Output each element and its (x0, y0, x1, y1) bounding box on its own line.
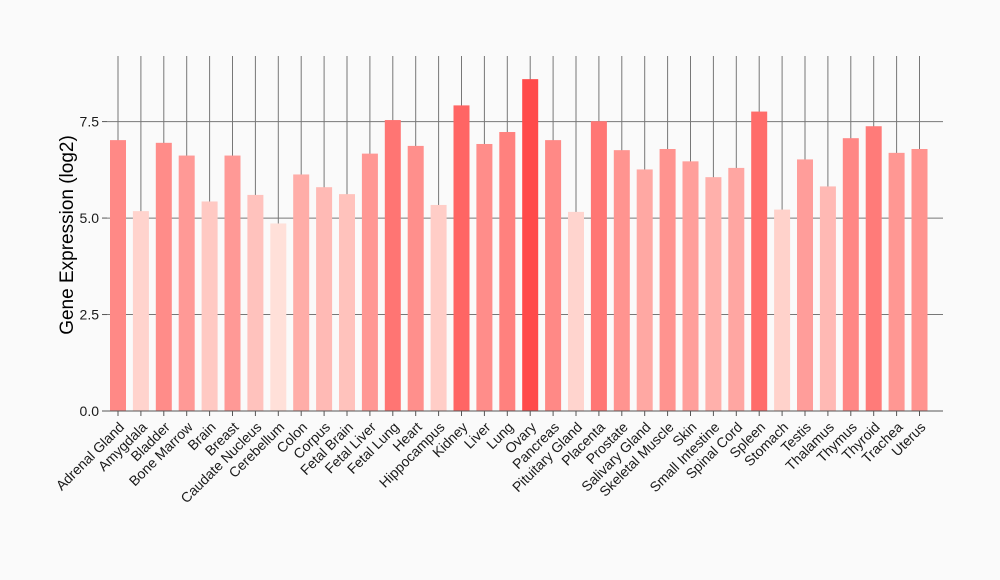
bar (178, 155, 195, 411)
bar (155, 142, 172, 411)
bar (293, 174, 310, 411)
y-tick-label: 5.0 (80, 210, 100, 226)
bar (774, 209, 791, 411)
y-tick-label: 7.5 (80, 114, 100, 130)
bar (224, 155, 241, 411)
bar (270, 223, 287, 411)
bar (682, 161, 699, 411)
bar (659, 148, 676, 411)
bar (865, 126, 882, 411)
bar (361, 153, 378, 411)
bar (568, 211, 584, 411)
bar (384, 120, 401, 411)
y-tick-label: 0.0 (80, 403, 100, 419)
bar (888, 152, 905, 411)
bar (819, 186, 836, 411)
bar (201, 201, 218, 411)
bar (453, 105, 470, 412)
bar (842, 138, 859, 411)
bar (247, 194, 264, 411)
bar (407, 145, 424, 412)
bars-layer (110, 79, 928, 412)
bar (590, 121, 607, 411)
bar (751, 111, 768, 411)
bar (797, 159, 813, 411)
bar (545, 140, 562, 411)
bar (636, 169, 653, 411)
bar (316, 187, 333, 411)
bar (110, 140, 126, 411)
bar (728, 167, 745, 411)
bar (705, 177, 722, 411)
bar (522, 79, 539, 412)
bar (613, 150, 630, 412)
bar (430, 204, 447, 411)
y-axis-title: Gene Expression (log2) (57, 135, 78, 335)
bar (339, 194, 355, 411)
bar (499, 132, 516, 412)
bar (476, 143, 493, 411)
y-tick-label: 2.5 (80, 307, 100, 323)
bar (911, 148, 928, 411)
bar (132, 211, 149, 411)
